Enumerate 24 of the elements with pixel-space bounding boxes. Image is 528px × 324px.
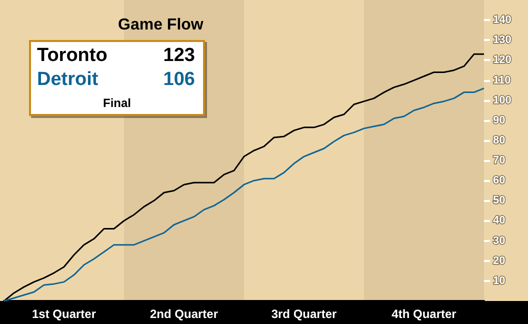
y-tick-label: 90	[493, 114, 506, 126]
y-tick-label: 20	[493, 254, 506, 267]
y-tick-label: 80	[493, 134, 506, 146]
y-tick-label: 30	[493, 234, 506, 247]
y-tick-label: 40	[493, 214, 506, 227]
x-tick-label: 4th Quarter	[392, 307, 457, 321]
annotation: 106	[163, 69, 195, 90]
y-tick-label: 110	[493, 74, 511, 86]
x-tick-label: 1st Quarter	[32, 307, 96, 321]
text: Detroit	[37, 69, 99, 90]
text: Game Flow	[118, 16, 204, 34]
y-tick-label: 70	[493, 154, 506, 167]
y-tick-label: 140	[493, 14, 512, 26]
annotation: 123	[163, 45, 195, 66]
y-tick-label: 10	[493, 274, 506, 287]
x-tick-label: 2nd Quarter	[150, 307, 218, 321]
y-tick-label: 130	[493, 34, 512, 46]
y-tick-label: 50	[493, 194, 506, 207]
y-tick-label: 60	[493, 174, 506, 187]
annotation: Final	[102, 96, 132, 110]
y-tick-label: 120	[493, 54, 512, 66]
x-tick-label: 3rd Quarter	[271, 307, 338, 321]
y-tick-label: 100	[493, 94, 512, 106]
text: Toronto	[37, 45, 108, 66]
